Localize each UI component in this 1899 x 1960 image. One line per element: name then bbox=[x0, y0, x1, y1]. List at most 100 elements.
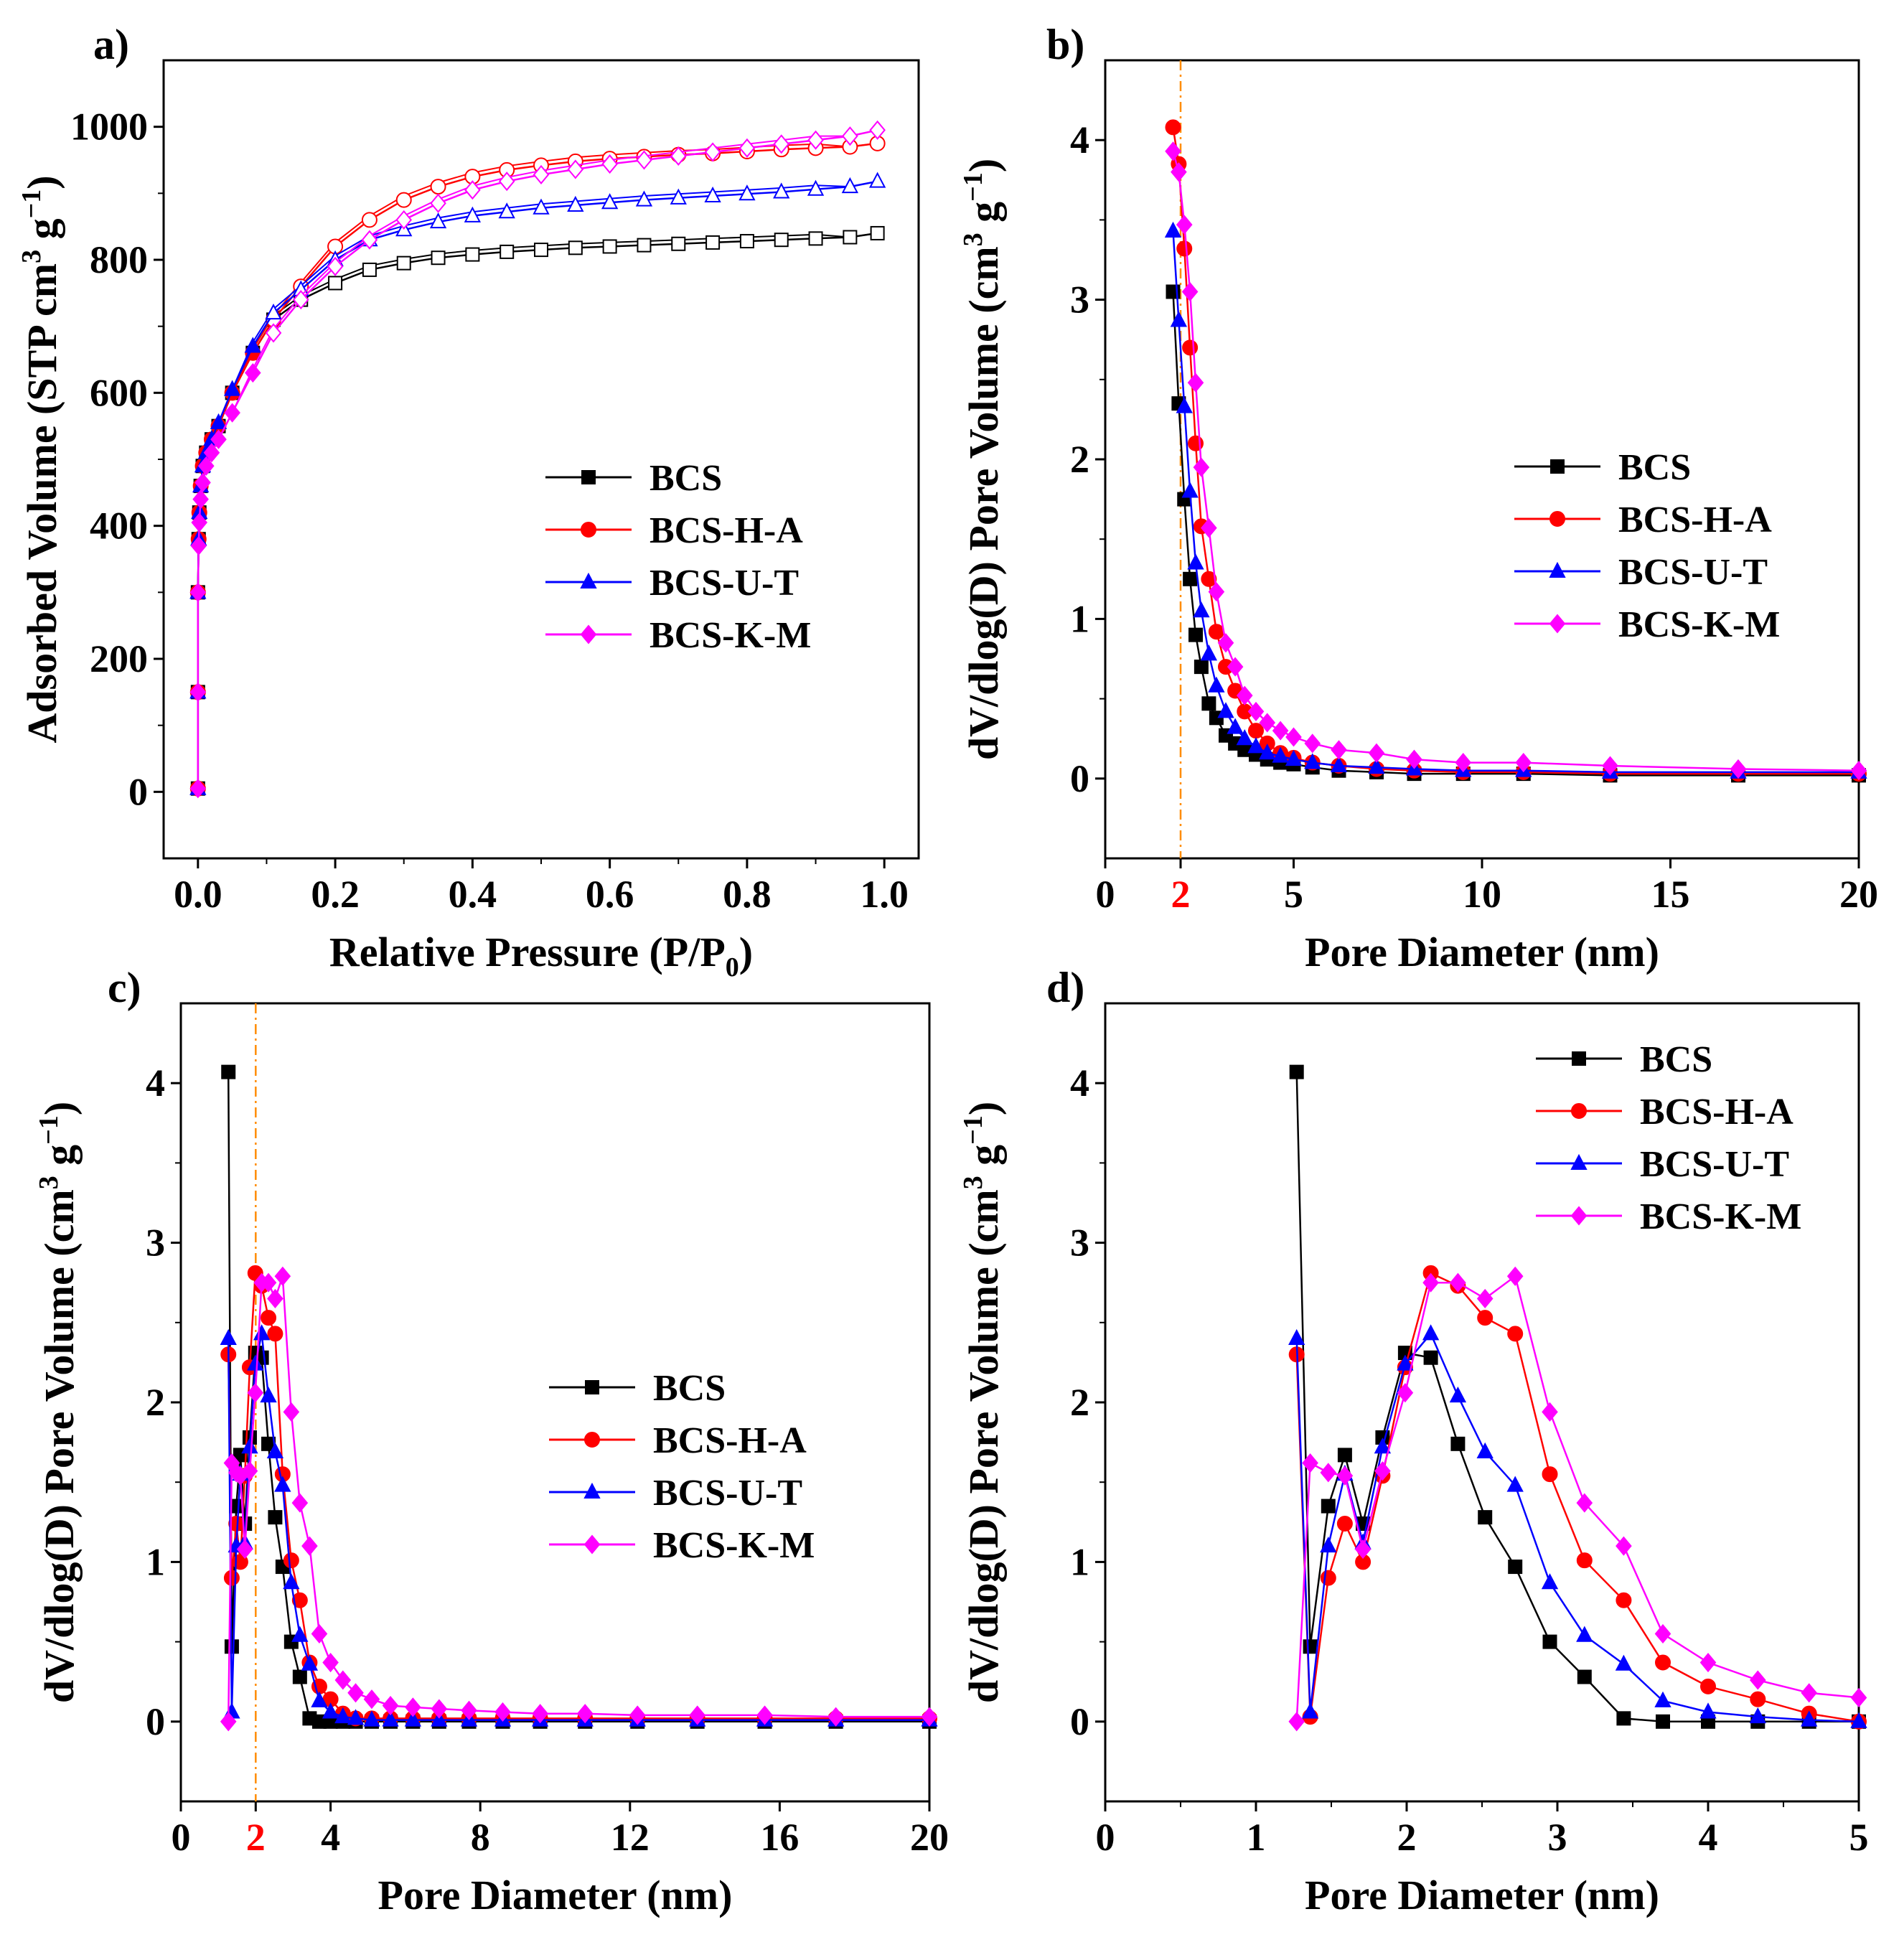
data-point-bcs-k-m bbox=[670, 146, 687, 167]
data-point-bcs-u-t bbox=[265, 303, 282, 320]
legend-label-bcs-h-a: BCS-H-A bbox=[1640, 1092, 1794, 1133]
data-point-bcs-u-t bbox=[1368, 758, 1385, 774]
x-tick-label: 1.0 bbox=[860, 873, 909, 916]
data-point-bcs-u-t bbox=[301, 1654, 319, 1671]
data-point-bcs-h-a bbox=[1182, 339, 1199, 356]
x-tick-label: 8 bbox=[471, 1816, 490, 1859]
data-point-bcs-u-t bbox=[533, 198, 550, 215]
data-point-bcs-k-m bbox=[1236, 685, 1253, 705]
data-point-bcs bbox=[431, 250, 446, 266]
data-point-bcs bbox=[602, 239, 617, 254]
y-axis-title: dV/dlog(D) Pore Volume (cm3 g−1) bbox=[958, 1102, 1007, 1703]
data-point-bcs bbox=[705, 235, 721, 250]
data-point-bcs bbox=[1194, 660, 1209, 675]
y-tick-label: 600 bbox=[90, 371, 148, 414]
series-bcs-k-m bbox=[1165, 141, 1867, 781]
data-point-bcs-h-a bbox=[1336, 1516, 1353, 1532]
data-point-bcs-u-t bbox=[1541, 1573, 1559, 1590]
x-axis-title: Pore Diameter (nm) bbox=[378, 1872, 733, 1918]
legend-label-bcs-h-a: BCS-H-A bbox=[1618, 500, 1772, 540]
data-point-bcs bbox=[1188, 627, 1203, 642]
data-point-bcs bbox=[870, 225, 885, 240]
legend-marker-bcs-u-t bbox=[580, 572, 597, 589]
y-tick-label: 1 bbox=[1070, 1540, 1089, 1583]
data-point-bcs-u-t bbox=[1176, 397, 1193, 413]
y-tick-label: 4 bbox=[1070, 1061, 1089, 1105]
data-point-bcs-h-a bbox=[1616, 1592, 1632, 1608]
data-point-bcs-k-m bbox=[311, 1623, 328, 1644]
data-point-bcs bbox=[1616, 1711, 1631, 1726]
data-point-bcs-k-m bbox=[291, 1493, 309, 1513]
data-point-bcs-h-a bbox=[291, 1592, 308, 1608]
data-point-bcs-u-t bbox=[274, 1476, 291, 1492]
data-point-bcs-k-m bbox=[1616, 1536, 1632, 1556]
data-point-bcs-u-t bbox=[223, 380, 241, 396]
data-point-bcs bbox=[739, 234, 754, 249]
y-tick-label: 1000 bbox=[70, 105, 148, 149]
y-tick-label: 2 bbox=[1070, 438, 1089, 481]
panel-a-adsorption-isotherm: a) 0.0 0.2 0.4 0.6 0.8 1.0 0 200 400 600 800 1000 Rel… bbox=[17, 21, 920, 983]
data-point-bcs-k-m bbox=[601, 154, 618, 174]
data-point-bcs-k-m bbox=[1515, 752, 1532, 773]
data-point-bcs-k-m bbox=[567, 159, 584, 179]
y-tick-label: 0 bbox=[146, 1700, 165, 1743]
data-point-bcs-k-m bbox=[1406, 749, 1422, 769]
data-point-bcs bbox=[1337, 1448, 1352, 1463]
data-point-bcs-u-t bbox=[283, 1573, 300, 1590]
data-point-bcs-k-m bbox=[431, 1699, 448, 1719]
x-axis-title: Relative Pressure (P/P0) bbox=[329, 929, 753, 983]
data-point-bcs-k-m bbox=[265, 323, 282, 343]
data-point-bcs-k-m bbox=[1217, 633, 1234, 653]
data-point-bcs-k-m bbox=[1850, 761, 1867, 781]
data-point-bcs-k-m bbox=[1227, 657, 1244, 677]
data-point-bcs-k-m bbox=[395, 210, 413, 230]
data-point-bcs-u-t bbox=[738, 184, 756, 201]
data-point-bcs-h-a bbox=[1750, 1691, 1766, 1707]
data-point-bcs-k-m bbox=[1476, 1288, 1494, 1309]
legend-marker-bcs-u-t bbox=[1570, 1153, 1588, 1170]
data-point-bcs bbox=[843, 230, 858, 245]
data-point-bcs-u-t bbox=[291, 1626, 309, 1642]
data-point-bcs-k-m bbox=[1285, 727, 1302, 747]
data-point-bcs-k-m bbox=[869, 120, 886, 140]
data-point-bcs bbox=[1656, 1714, 1670, 1729]
data-point-bcs-k-m bbox=[636, 150, 652, 170]
data-point-bcs-u-t bbox=[241, 1438, 258, 1454]
data-point-bcs-u-t bbox=[404, 1710, 421, 1727]
data-point-bcs-u-t bbox=[1801, 1710, 1818, 1727]
data-point-bcs bbox=[268, 1510, 283, 1525]
data-point-bcs-k-m bbox=[689, 1705, 705, 1725]
x-tick-label: 20 bbox=[910, 1816, 949, 1859]
data-point-bcs-k-m bbox=[1193, 457, 1210, 477]
x-tick-label: 0 bbox=[1096, 1816, 1115, 1859]
legend-label-bcs-k-m: BCS-K-M bbox=[650, 615, 811, 656]
data-point-bcs-k-m bbox=[1602, 756, 1618, 776]
legend-label-bcs: BCS bbox=[653, 1368, 726, 1409]
data-point-bcs-k-m bbox=[194, 472, 211, 492]
legend-marker-bcs-h-a bbox=[1571, 1103, 1587, 1119]
data-point-bcs-k-m bbox=[827, 1707, 844, 1727]
x-tick-label: 15 bbox=[1651, 873, 1690, 916]
x-tick-label: 5 bbox=[1849, 1816, 1869, 1859]
data-point-bcs-k-m bbox=[1506, 1266, 1524, 1286]
data-point-bcs-k-m bbox=[1201, 518, 1217, 538]
data-point-bcs-k-m bbox=[210, 429, 227, 449]
legend-label-bcs-u-t: BCS-U-T bbox=[653, 1473, 802, 1514]
data-point-bcs-k-m bbox=[1542, 1402, 1558, 1422]
x-tick-label: 10 bbox=[1463, 873, 1501, 916]
data-point-bcs-u-t bbox=[1699, 1702, 1717, 1719]
data-point-bcs-u-t bbox=[429, 212, 447, 229]
x-tick-label: 0.2 bbox=[311, 873, 360, 916]
data-point-bcs bbox=[568, 240, 583, 255]
data-point-bcs-k-m bbox=[203, 443, 220, 463]
y-axis-title: dV/dlog(D) Pore Volume (cm3 g−1) bbox=[958, 159, 1007, 760]
data-point-bcs-h-a bbox=[1576, 1552, 1593, 1569]
series-line-bcs-k-m bbox=[197, 129, 878, 789]
data-point-bcs-k-m bbox=[773, 134, 790, 154]
data-point-bcs-k-m bbox=[1450, 1272, 1466, 1293]
y-tick-label: 200 bbox=[90, 637, 148, 680]
data-point-bcs-k-m bbox=[1576, 1493, 1593, 1513]
legend-marker-bcs bbox=[1572, 1051, 1586, 1066]
